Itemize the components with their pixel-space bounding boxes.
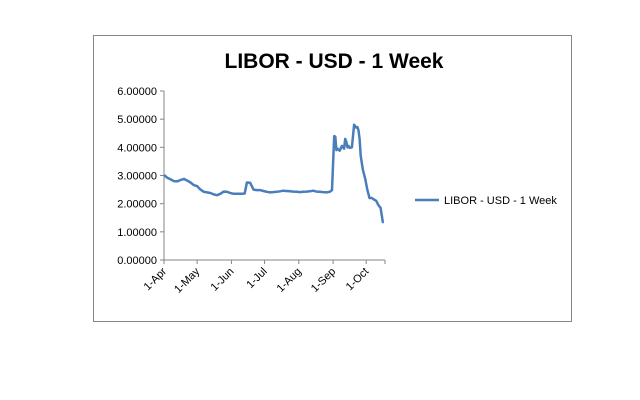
- axes: [163, 91, 385, 261]
- x-axis-ticks: 1-Apr 1-May 1-Jun 1-Jul 1-Aug 1-Sep 1-Oct: [142, 260, 386, 296]
- legend-label: LIBOR - USD - 1 Week: [444, 195, 557, 207]
- y-axis-ticks: 0.00000 1.00000 2.00000 3.00000 4.00000 5.000…: [117, 86, 164, 267]
- x-tick-label: 1-Sep: [309, 266, 338, 295]
- x-tick-label: 1-Jul: [244, 266, 269, 291]
- chart-title: LIBOR - USD - 1 Week: [225, 50, 444, 73]
- series-line: [163, 123, 385, 224]
- y-tick-label: 0.00000: [117, 255, 157, 267]
- legend: LIBOR - USD - 1 Week: [415, 195, 557, 207]
- y-tick-label: 1.00000: [117, 227, 157, 239]
- y-tick-label: 4.00000: [117, 142, 157, 154]
- x-tick-label: 1-Oct: [344, 266, 372, 294]
- line-chart: LIBOR - USD - 1 Week 0.00000 1.00000 2.000…: [117, 50, 557, 296]
- x-tick-label: 1-Aug: [275, 266, 304, 295]
- y-tick-label: 2.00000: [117, 199, 157, 211]
- x-tick-label: 1-May: [172, 265, 202, 295]
- y-tick-label: 6.00000: [117, 86, 157, 98]
- series-group: [163, 123, 385, 224]
- y-tick-label: 5.00000: [117, 114, 157, 126]
- chart-frame: LIBOR - USD - 1 Week 0.00000 1.00000 2.000…: [93, 35, 572, 322]
- y-tick-label: 3.00000: [117, 171, 157, 183]
- x-tick-label: 1-Jun: [209, 266, 237, 294]
- x-tick-label: 1-Apr: [142, 265, 170, 293]
